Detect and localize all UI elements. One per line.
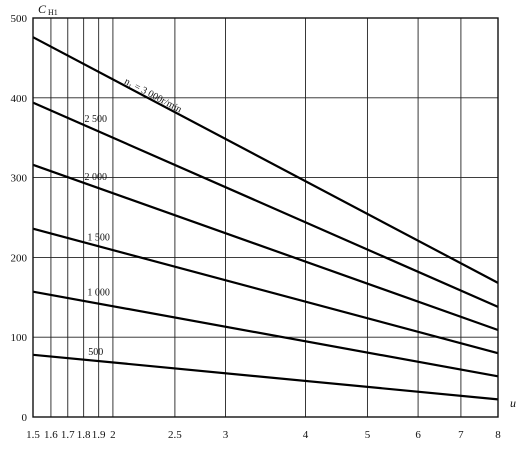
x-tick-label: 1.9 [92,429,106,441]
series-lines [32,36,499,401]
x-tick-label: 1.6 [44,429,58,441]
tick-labels: 1.5 1.6 1.7 1.8 1.9 2 2.5 3 4 5 6 7 8 0 100 200 300 400 50… [11,13,502,441]
x-tick-label: 1.7 [61,429,75,441]
x-tick-label: 1.8 [77,429,91,441]
x-tick-label: 3 [223,429,229,441]
y-tick-label: 200 [11,252,28,264]
series-line [32,353,499,401]
x-tick-label: 4 [303,429,309,441]
series-label: n₁ = 3 000r/min [122,76,183,115]
y-tick-label: 500 [11,13,28,25]
series-line [32,36,499,284]
plot-frame [32,17,499,418]
y-axis-label: C [38,2,47,16]
series-line [32,290,499,378]
y-tick-label: 400 [11,93,28,105]
series-label: 1 500 [87,232,110,243]
series-label: 500 [88,347,103,358]
series-line [32,227,499,355]
y-tick-label: 0 [22,412,28,424]
x-tick-label: 2.5 [168,429,182,441]
series-label: 2 500 [84,114,107,125]
x-tick-label: 2 [110,429,116,441]
x-tick-label: 5 [365,429,371,441]
y-axis-label-subscript: H1 [48,8,58,17]
y-tick-label: 300 [11,173,28,185]
y-tick-label: 100 [11,332,28,344]
x-tick-label: 1.5 [26,429,40,441]
series-line [32,101,499,308]
x-axis-label: u [510,396,516,410]
series-line [32,163,499,332]
series-label: 1 000 [87,288,110,299]
x-tick-label: 7 [458,429,464,441]
x-tick-label: 8 [495,429,501,441]
x-tick-label: 6 [415,429,421,441]
series-label: 2 000 [84,172,107,183]
